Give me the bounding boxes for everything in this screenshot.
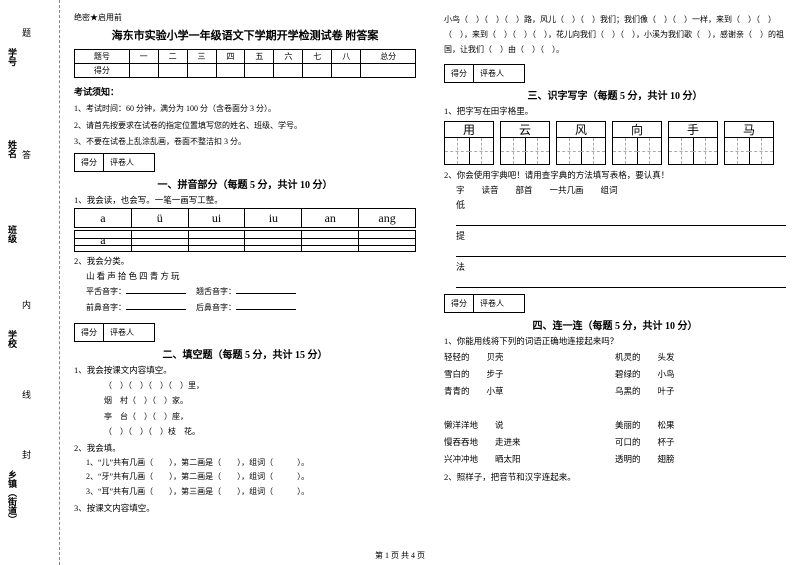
binding-margin: 题 学号 姓名 答 班级 内 学校 线 封 乡镇（街道）: [0, 0, 60, 565]
pinyin-cell: ui: [189, 209, 246, 227]
zige-char: 向: [613, 122, 661, 138]
th: 四: [216, 50, 245, 64]
margin-note: 封: [20, 450, 33, 459]
fill-line: 1、“儿”共有几画（ ），第二画是（ ），组词（ ）。: [86, 456, 416, 470]
margin-label-school: 学校: [6, 330, 19, 348]
page-footer: 第 1 页 共 4 页: [0, 550, 800, 561]
th: 一: [129, 50, 158, 64]
notice-item: 2、请首先按要求在试卷的指定位置填写您的姓名、班级、学号。: [74, 119, 416, 133]
score-label: 得分: [75, 154, 104, 171]
margin-note: 题: [20, 28, 33, 37]
th: 三: [187, 50, 216, 64]
q3-2: 2、你会使用字典吧！请用查字典的方法填写表格，要认真！: [444, 169, 786, 181]
margin-note: 线: [20, 390, 33, 399]
section-title-4: 四、连一连（每题 5 分，共计 10 分）: [444, 317, 786, 332]
column-right: 小鸟（ ）（ ）（ ）路，风儿（ ）（ ）我们；我们像（ ）（ ）一样，来到（ …: [430, 0, 800, 565]
margin-note: 内: [20, 300, 33, 309]
td: 得分: [75, 64, 130, 78]
zige-row: 用 云 风 向 手 马: [444, 121, 786, 165]
notice-heading: 考试须知：: [74, 84, 416, 100]
exam-title: 海东市实验小学一年级语文下学期开学检测试卷 附答案: [74, 27, 416, 43]
notice-item: 1、考试时间：60 分钟，满分为 100 分（含卷面分 3 分）。: [74, 102, 416, 116]
score-box: 得分 评卷人: [74, 153, 155, 172]
margin-label-town: 乡镇（街道）: [6, 470, 19, 524]
zige-char: 云: [501, 122, 549, 138]
secret-label: 绝密★启用前: [74, 12, 416, 23]
char-list: 山 看 声 拾 色 四 青 方 玩: [74, 270, 416, 282]
score-label: 得分: [445, 65, 474, 82]
dict-table-head: 字 读音 部首 一共几画 组词: [444, 184, 786, 196]
notice-item: 3、不要在试卷上乱涂乱画，卷面不整洁扣 3 分。: [74, 135, 416, 149]
poem: （ ）（ ）（ ）（ ）里， 烟 村（ ）（ ）家。 亭 台（ ）（ ）座， （…: [74, 378, 416, 439]
zige-char: 马: [725, 122, 773, 138]
cloze-text: 小鸟（ ）（ ）（ ）路，风儿（ ）（ ）我们；我们像（ ）（ ）一样，来到（ …: [444, 12, 786, 58]
th: 题号: [75, 50, 130, 64]
margin-label-class: 班级: [6, 225, 19, 243]
zige-char: 手: [669, 122, 717, 138]
section-title-1: 一、拼音部分（每题 5 分，共计 10 分）: [74, 176, 416, 191]
margin-label-id: 学号: [6, 48, 19, 66]
pinyin-cell: a: [75, 231, 132, 251]
pinyin-cell: ü: [132, 209, 189, 227]
th: 七: [303, 50, 332, 64]
pinyin-cell: iu: [245, 209, 302, 227]
pinyin-cell: ang: [359, 209, 415, 227]
marker-label: 评卷人: [474, 295, 524, 312]
line-label: 翘舌音字：: [196, 287, 236, 296]
q1-2: 2、我会分类。: [74, 255, 416, 267]
q4-1: 1、你能用线将下列的词语正确地连接起来吗？: [444, 335, 786, 347]
score-label: 得分: [75, 324, 104, 341]
column-left: 绝密★启用前 海东市实验小学一年级语文下学期开学检测试卷 附答案 题号 一 二 …: [60, 0, 430, 565]
score-table: 题号 一 二 三 四 五 六 七 八 总分 得分: [74, 49, 416, 78]
margin-note: 答: [20, 150, 33, 159]
th: 六: [274, 50, 303, 64]
marker-label: 评卷人: [104, 324, 154, 341]
q3-1: 1、把字写在田字格里。: [444, 105, 786, 117]
poem-line: （ ）（ ）（ ）枝 花。: [104, 424, 416, 439]
line-label: 后鼻音字：: [196, 303, 236, 312]
section-title-2: 二、填空题（每题 5 分，共计 15 分）: [74, 346, 416, 361]
th: 总分: [361, 50, 416, 64]
q1-1: 1、我会读，也会写。一笔一画写工整。: [74, 194, 416, 206]
pinyin-cell: a: [75, 209, 132, 227]
marker-label: 评卷人: [104, 154, 154, 171]
th: 五: [245, 50, 274, 64]
notice-block: 考试须知： 1、考试时间：60 分钟，满分为 100 分（含卷面分 3 分）。 …: [74, 84, 416, 149]
score-box: 得分 评卷人: [444, 64, 525, 83]
poem-line: （ ）（ ）（ ）（ ）里，: [104, 378, 416, 393]
q4-2: 2、照样子，把音节和汉字连起来。: [444, 471, 786, 483]
dict-char: 法: [456, 262, 465, 272]
q2-1: 1、我会按课文内容填空。: [74, 364, 416, 376]
marker-label: 评卷人: [474, 65, 524, 82]
zige-char: 风: [557, 122, 605, 138]
match-pairs: 轻轻的 贝壳 雪白的 步子 青青的 小草 懒洋洋地 说 慢吞吞地 走进来 兴冲冲…: [444, 349, 786, 468]
th: 二: [158, 50, 187, 64]
section-title-3: 三、识字写字（每题 5 分，共计 10 分）: [444, 87, 786, 102]
pinyin-cell: an: [302, 209, 359, 227]
th: 八: [332, 50, 361, 64]
q2-2: 2、我会填。: [74, 442, 416, 454]
line-label: 平舌音字：: [86, 287, 126, 296]
score-box: 得分 评卷人: [74, 323, 155, 342]
pinyin-write-row: a: [74, 230, 416, 252]
score-label: 得分: [445, 295, 474, 312]
dict-char: 低: [456, 200, 465, 210]
zige-char: 用: [445, 122, 493, 138]
fill-line: 2、“牙”共有几画（ ），第二画是（ ），组词（ ）。: [86, 470, 416, 484]
pinyin-header: a ü ui iu an ang: [74, 208, 416, 228]
score-box: 得分 评卷人: [444, 294, 525, 313]
margin-label-name: 姓名: [6, 140, 19, 158]
q2-3: 3、按课文内容填空。: [74, 502, 416, 514]
line-label: 前鼻音字：: [86, 303, 126, 312]
fill-line: 3、“耳”共有几画（ ），第三画是（ ），组词（ ）。: [86, 485, 416, 499]
poem-line: 烟 村（ ）（ ）家。: [104, 393, 416, 408]
poem-line: 亭 台（ ）（ ）座，: [104, 409, 416, 424]
dict-char: 提: [456, 231, 465, 241]
